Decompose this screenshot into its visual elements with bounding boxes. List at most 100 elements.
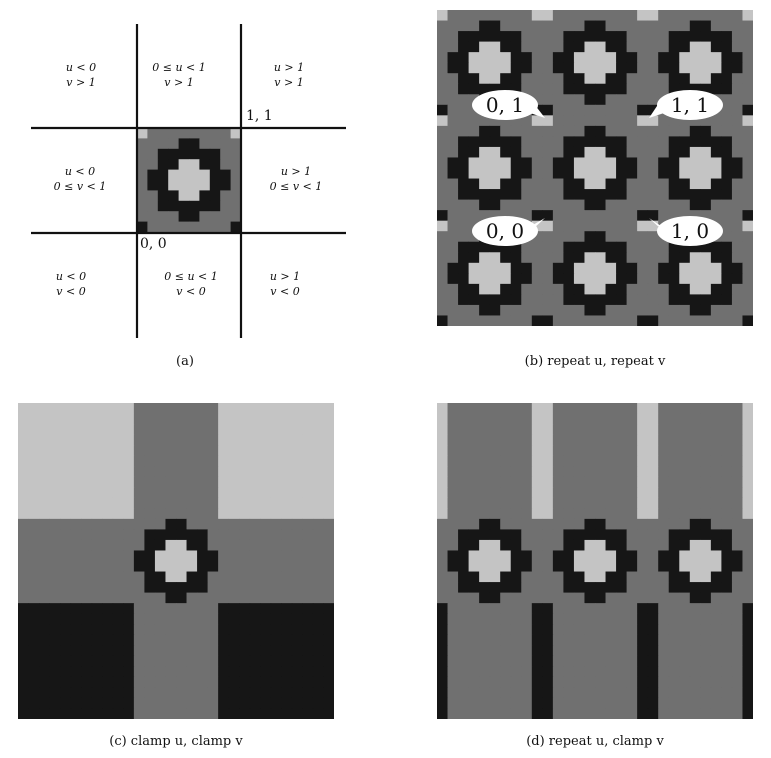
texel	[689, 304, 701, 316]
texel	[542, 645, 554, 657]
texel	[563, 508, 575, 520]
texel	[239, 592, 251, 604]
texel	[230, 128, 242, 139]
texel	[658, 697, 670, 709]
texel	[312, 645, 324, 657]
texel	[154, 571, 166, 583]
texel	[710, 273, 722, 285]
texel	[70, 603, 82, 615]
texel	[70, 655, 82, 667]
texel	[165, 634, 177, 646]
texel	[658, 10, 670, 21]
texel	[197, 455, 208, 467]
texel	[658, 676, 670, 688]
texel	[70, 445, 82, 457]
texel	[102, 655, 114, 667]
texel	[626, 697, 638, 709]
texel	[249, 603, 261, 615]
texel	[165, 476, 177, 488]
texel	[437, 168, 448, 179]
callout-0-0: 0, 0	[472, 216, 545, 246]
texel	[489, 455, 501, 467]
texel	[479, 315, 491, 326]
texel	[70, 476, 82, 488]
texel	[689, 31, 701, 42]
texel	[39, 413, 50, 425]
texel	[157, 211, 169, 222]
texel	[458, 518, 469, 530]
texel	[563, 73, 575, 85]
texel	[28, 592, 40, 604]
texel	[689, 146, 701, 158]
texel	[165, 666, 177, 678]
texel	[710, 304, 722, 316]
texel	[447, 550, 459, 562]
texel	[479, 199, 491, 211]
texel	[721, 315, 733, 326]
texel	[112, 655, 124, 667]
callout-0-1: 0, 1	[472, 90, 545, 120]
texel	[605, 487, 617, 499]
texel	[531, 157, 543, 169]
texel	[18, 592, 29, 604]
texel	[563, 497, 575, 509]
texel	[112, 708, 124, 719]
texel	[260, 539, 272, 551]
texel	[700, 178, 712, 190]
texel	[510, 273, 522, 285]
texel	[668, 497, 680, 509]
texel	[584, 199, 596, 211]
texel	[637, 220, 649, 232]
texel	[721, 466, 733, 478]
texel	[230, 211, 242, 222]
texel	[500, 645, 512, 657]
texel	[658, 189, 670, 200]
texel	[197, 571, 208, 583]
texel	[689, 550, 701, 562]
texel	[573, 31, 585, 42]
texel	[228, 582, 240, 593]
texel	[542, 115, 554, 127]
texel	[626, 10, 638, 21]
texel	[626, 294, 638, 306]
texel	[626, 487, 638, 499]
texel	[28, 487, 40, 499]
texel	[437, 508, 448, 520]
texel	[742, 146, 753, 158]
texel	[573, 455, 585, 467]
texel	[28, 434, 40, 446]
texel	[700, 273, 712, 285]
texel	[510, 592, 522, 604]
texel	[531, 252, 543, 264]
texel	[281, 561, 293, 572]
texel	[605, 550, 617, 562]
texel	[91, 613, 103, 625]
texel	[595, 582, 606, 593]
texel	[647, 273, 659, 285]
texel	[323, 550, 334, 562]
texel	[616, 52, 627, 64]
texel	[447, 445, 459, 457]
texel	[479, 655, 491, 667]
texel	[207, 476, 219, 488]
texel	[437, 487, 448, 499]
texel	[710, 487, 722, 499]
texel	[679, 178, 691, 190]
texel	[479, 31, 491, 42]
texel	[323, 476, 334, 488]
texel	[447, 94, 459, 106]
texel	[18, 603, 29, 615]
texel	[147, 221, 159, 233]
texel	[81, 613, 93, 625]
texel	[302, 624, 314, 636]
texel	[176, 582, 187, 593]
texel	[489, 571, 501, 583]
texel	[323, 666, 334, 678]
texel	[479, 115, 491, 127]
texel	[458, 666, 469, 678]
texel	[18, 571, 29, 583]
texel	[228, 624, 240, 636]
texel	[323, 708, 334, 719]
texel	[668, 189, 680, 200]
texel	[458, 210, 469, 222]
